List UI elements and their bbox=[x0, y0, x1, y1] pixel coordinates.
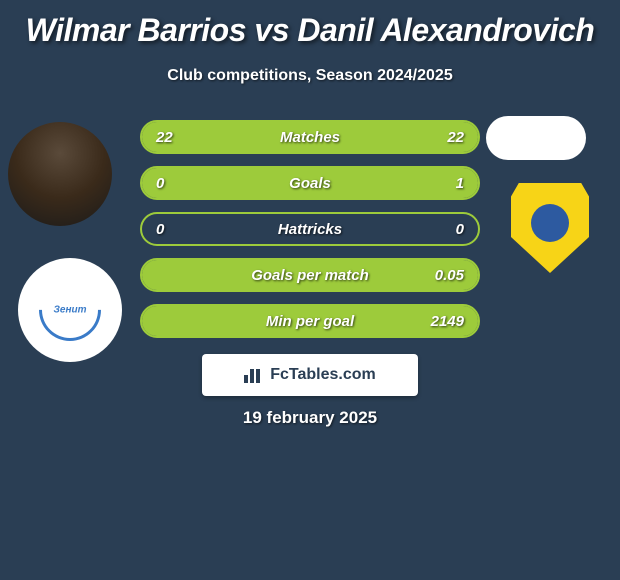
stat-label: Matches bbox=[280, 129, 340, 146]
bar-chart-icon bbox=[244, 367, 264, 383]
club-right-badge bbox=[498, 176, 602, 280]
stat-right-value: 0.05 bbox=[435, 267, 464, 284]
comparison-title: Wilmar Barrios vs Danil Alexandrovich bbox=[0, 0, 620, 49]
season-subtitle: Club competitions, Season 2024/2025 bbox=[0, 67, 620, 85]
stat-label: Hattricks bbox=[278, 221, 342, 238]
stat-right-value: 0 bbox=[456, 221, 464, 238]
club-left-text: Зенит bbox=[53, 305, 86, 316]
stats-container: 22 Matches 22 0 Goals 1 0 Hattricks 0 Go… bbox=[140, 120, 480, 350]
attribution-badge: FcTables.com bbox=[202, 354, 418, 396]
player-right-avatar bbox=[486, 116, 586, 160]
stat-label: Goals bbox=[289, 175, 331, 192]
attribution-text: FcTables.com bbox=[270, 366, 376, 384]
stat-left-value: 0 bbox=[156, 221, 164, 238]
stat-right-value: 22 bbox=[447, 129, 464, 146]
stat-right-value: 2149 bbox=[431, 313, 464, 330]
club-right-shield-icon bbox=[511, 183, 589, 273]
stat-row-goals: 0 Goals 1 bbox=[140, 166, 480, 200]
player-left-avatar bbox=[8, 122, 112, 226]
stat-left-value: 22 bbox=[156, 129, 173, 146]
club-left-badge: Зенит bbox=[18, 258, 122, 362]
stat-row-matches: 22 Matches 22 bbox=[140, 120, 480, 154]
stat-right-value: 1 bbox=[456, 175, 464, 192]
stat-row-min-per-goal: Min per goal 2149 bbox=[140, 304, 480, 338]
stat-row-goals-per-match: Goals per match 0.05 bbox=[140, 258, 480, 292]
comparison-date: 19 february 2025 bbox=[243, 408, 377, 428]
stat-left-value: 0 bbox=[156, 175, 164, 192]
stat-label: Goals per match bbox=[251, 267, 369, 284]
stat-row-hattricks: 0 Hattricks 0 bbox=[140, 212, 480, 246]
stat-label: Min per goal bbox=[266, 313, 354, 330]
